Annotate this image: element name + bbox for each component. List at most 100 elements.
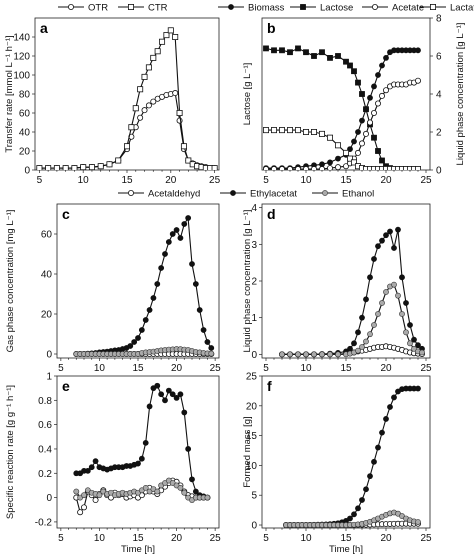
x-tick-label: 25	[210, 533, 222, 544]
data-point-ethylacetat	[169, 391, 176, 398]
data-point-ctr	[106, 161, 113, 168]
x-tick-label: 10	[78, 175, 90, 186]
data-point-ethylacetat	[135, 460, 141, 467]
data-point-lactose	[295, 45, 301, 52]
panel-b: 5 10 15 20 25 0 2 4 6 8 b Lactose [g L⁻¹] Liquid pha…	[242, 14, 466, 187]
data-point-ethylacetat	[351, 511, 357, 518]
data-point-ethylacetat	[138, 455, 145, 462]
data-point-otr	[150, 98, 157, 105]
data-point-ctr	[137, 86, 144, 93]
series-layer	[262, 45, 421, 170]
panel-label-c: c	[62, 206, 70, 222]
data-point-ctr	[159, 38, 166, 45]
data-point-acetaldehyd	[81, 504, 88, 511]
x-tick-label: 25	[420, 363, 432, 374]
legend-middle: Acetaldehyd Ethylacetat Ethanol	[118, 189, 374, 200]
data-point-lactose	[327, 54, 333, 61]
data-point-lactose	[371, 134, 377, 141]
data-point-ctr	[45, 165, 52, 170]
y-tick-label: 0	[251, 350, 257, 361]
y-axis-label: Lactose [g L⁻¹]	[242, 63, 253, 126]
data-point-ethylacetat	[208, 345, 215, 351]
x-tick-label: 20	[380, 363, 392, 374]
legend-entry-acetate: Acetate	[362, 3, 424, 14]
y-tick-label: 80	[19, 90, 31, 101]
legend-marker-otr	[68, 4, 75, 10]
legend-entry-ethanol: Ethanol	[312, 189, 374, 200]
data-point-ethylacetat	[142, 317, 149, 323]
data-point-otr	[172, 90, 179, 97]
data-point-ethylacetat	[371, 458, 377, 465]
legend-label-acetate: Acetate	[392, 3, 424, 14]
data-point-ethylacetat	[158, 265, 165, 271]
data-point-lactate	[334, 142, 341, 149]
series-layer	[73, 382, 211, 516]
data-point-ethanol	[419, 349, 425, 356]
data-point-lactate	[414, 166, 421, 170]
data-point-ethylacetat	[189, 261, 195, 267]
data-point-ethylacetat	[395, 226, 401, 233]
data-point-ethanol	[327, 351, 333, 358]
data-point-acetate	[362, 130, 369, 137]
series-line-ethylacetat	[282, 229, 423, 355]
x-tick-label: 20	[171, 363, 183, 374]
y-tick-label: 0	[24, 166, 30, 177]
plot-frame	[56, 375, 220, 529]
data-point-ctr	[97, 163, 104, 170]
data-point-ctr	[71, 165, 78, 170]
data-point-lactose	[287, 49, 293, 56]
x-tick-label: 20	[165, 175, 177, 186]
data-point-ctr	[80, 164, 87, 170]
data-point-ethylacetat	[154, 281, 161, 287]
y-axis-label: Specific reaction rate [g g⁻¹ h⁻¹]	[5, 385, 16, 519]
data-point-ethylacetat	[204, 339, 211, 345]
panel-d: 5 10 15 20 25 0 1 2 3 4 d Liquid phase concentratio…	[242, 203, 432, 374]
legend-entry-ctr: CTR	[118, 3, 168, 14]
data-point-ethanol	[403, 329, 409, 336]
y-tick-label: -0.2	[35, 517, 53, 528]
data-point-lactose	[355, 79, 361, 86]
data-point-ethanol	[204, 494, 211, 501]
data-point-ctr	[180, 143, 187, 150]
data-point-ethylacetat	[131, 339, 138, 345]
legend-entry-lactate: Lactate	[420, 3, 474, 14]
data-point-ethylacetat	[146, 307, 153, 313]
data-point-acetate	[279, 166, 285, 170]
data-point-lactate	[270, 127, 277, 134]
x-axis-label: Time [h]	[329, 544, 363, 554]
y-axis-label: Formed mass [g]	[242, 416, 253, 487]
panel-c: 5 10 15 20 25 0 20 40 60 c Gas phase concentration…	[5, 203, 221, 374]
legend-label-biomass: Biomass	[248, 3, 285, 14]
data-point-lactate	[278, 127, 285, 134]
y-tick-label: 0	[251, 521, 257, 532]
y-tick-label: 40	[41, 270, 53, 281]
x-tick-label: 5	[37, 175, 43, 186]
data-point-ctr	[172, 34, 179, 41]
data-point-ethylacetat	[383, 416, 389, 422]
y-right-axis-label: Liquid phase concentration [g L⁻¹]	[455, 23, 466, 166]
x-tick-label: 5	[263, 175, 269, 186]
data-point-lactose	[363, 106, 369, 113]
data-point-lactate	[310, 128, 317, 135]
legend-entry-acetaldehyd: Acetaldehyd	[118, 189, 200, 200]
data-point-otr	[137, 114, 144, 121]
data-point-ethanol	[208, 350, 215, 357]
data-point-biomass	[327, 159, 333, 166]
data-point-ethanol	[399, 311, 405, 317]
x-tick-label: 15	[340, 175, 352, 186]
y-tick-label: 3	[251, 240, 257, 251]
data-point-ethylacetat	[173, 227, 180, 233]
panel-e: 5 10 15 20 25 -0.2 0 0.2 0.4 0.6 0.8 1e Specific rea…	[5, 372, 221, 554]
series-line-ethanol	[282, 283, 423, 355]
series-line-biomass	[266, 49, 418, 169]
y-tick-label: 120	[13, 52, 30, 63]
data-point-lactose	[335, 53, 341, 59]
data-point-biomass	[383, 55, 389, 61]
data-point-ethylacetat	[200, 327, 207, 333]
y-tick-label: 20	[246, 401, 258, 412]
legend-entry-otr: OTR	[58, 3, 108, 14]
series-line-otr	[39, 92, 215, 169]
data-point-ethanol	[96, 492, 103, 499]
panel-label-e: e	[62, 378, 70, 394]
data-point-ethanol	[359, 344, 365, 350]
